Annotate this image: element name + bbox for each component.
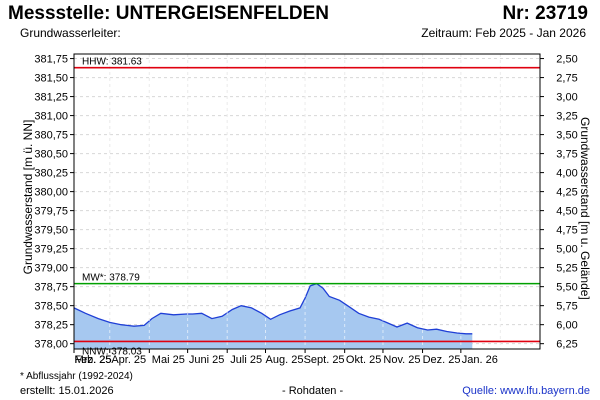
y-tick-label-right: 3,25 [556, 111, 577, 123]
raw-data-label: - Rohdaten - [282, 385, 344, 397]
reference-label: NNW: 378.03 [82, 346, 142, 357]
y-tick-label-right: 4,00 [556, 168, 577, 180]
y-tick-label-left: 380,75 [34, 130, 68, 142]
y-tick-label-left: 379,50 [34, 225, 68, 237]
plot-frame [73, 53, 541, 350]
y-tick-label-right: 5,50 [556, 282, 577, 294]
y-tick-label-right: 3,00 [556, 92, 577, 104]
x-tick-label: Mai 25 [152, 354, 185, 366]
x-tick-label: Juni 25 [189, 354, 224, 366]
y-tick-label-right: 3,50 [556, 130, 577, 142]
y-tick-label-left: 379,25 [34, 244, 68, 256]
x-tick-label: Sept. 25 [304, 354, 345, 366]
series-area [74, 283, 473, 349]
y-tick-label-left: 378,25 [34, 320, 68, 332]
source-link[interactable]: Quelle: www.lfu.bayern.de [462, 385, 590, 397]
y-tick-label-right: 3,75 [556, 149, 577, 161]
y-tick-label-right: 6,25 [556, 339, 577, 351]
y-tick-label-left: 378,50 [34, 301, 68, 313]
y-tick-label-right: 4,25 [556, 187, 577, 199]
x-tick-label: Aug. 25 [266, 354, 304, 366]
y-tick-label-right: 5,25 [556, 263, 577, 275]
reference-lines: HHW: 381.63 MW*: 378.79 NNW: 378.03 [74, 57, 540, 357]
y-tick-label-left: 380,50 [34, 149, 68, 161]
series-line [73, 282, 473, 335]
reference-label: MW*: 378.79 [82, 273, 140, 284]
x-tick-label: Juli 25 [230, 354, 262, 366]
x-tick-label: Nov. 25 [383, 354, 420, 366]
y-tick-label-right: 4,75 [556, 225, 577, 237]
y-tick-label-left: 381,25 [34, 92, 68, 104]
x-tick-label: Mrz. 25 [75, 354, 112, 366]
reference-label: HHW: 381.63 [82, 57, 142, 68]
x-tick-label: Feb. 25 [74, 354, 111, 366]
y-tick-label-right: 2,50 [556, 54, 577, 66]
x-tick-label: Okt. 25 [346, 354, 381, 366]
y-axis-label-left: Grundwasserstand [m ü. NN] [21, 119, 35, 275]
x-tick-label: Apr. 25 [111, 354, 146, 366]
y-tick-label-left: 380,25 [34, 168, 68, 180]
y-tick-label-left: 381,00 [34, 111, 68, 123]
y-axis-label-right: Grundwasserstand [m u. Gelände] [578, 117, 592, 300]
x-tick-label: Dez. 25 [423, 354, 461, 366]
axes: 378,00 378,25 378,50 378,75 379,00 379,25 379,… [34, 53, 578, 366]
y-tick-label-left: 378,00 [34, 339, 68, 351]
station-number: Nr: 23719 [502, 3, 588, 24]
created-date: erstellt: 15.01.2026 [20, 385, 114, 397]
x-tick-label: Jan. 26 [462, 354, 498, 366]
aquifer-label: Grundwasserleiter: [20, 26, 121, 40]
period-label: Zeitraum: Feb 2025 - Jan 2026 [421, 26, 586, 40]
y-tick-label-left: 380,00 [34, 187, 68, 199]
y-tick-label-right: 2,75 [556, 73, 577, 85]
y-tick-label-left: 378,75 [34, 282, 68, 294]
y-tick-label-left: 381,50 [34, 73, 68, 85]
y-tick-label-right: 4,50 [556, 206, 577, 218]
y-tick-label-right: 6,00 [556, 320, 577, 332]
y-tick-label-left: 379,00 [34, 263, 68, 275]
y-tick-label-left: 381,75 [34, 54, 68, 66]
y-tick-label-left: 379,75 [34, 206, 68, 218]
y-tick-label-right: 5,75 [556, 301, 577, 313]
footnote: * Abflussjahr (1992-2024) [20, 371, 133, 382]
y-tick-label-right: 5,00 [556, 244, 577, 256]
station-title: Messstelle: UNTERGEISENFELDEN [8, 3, 329, 24]
